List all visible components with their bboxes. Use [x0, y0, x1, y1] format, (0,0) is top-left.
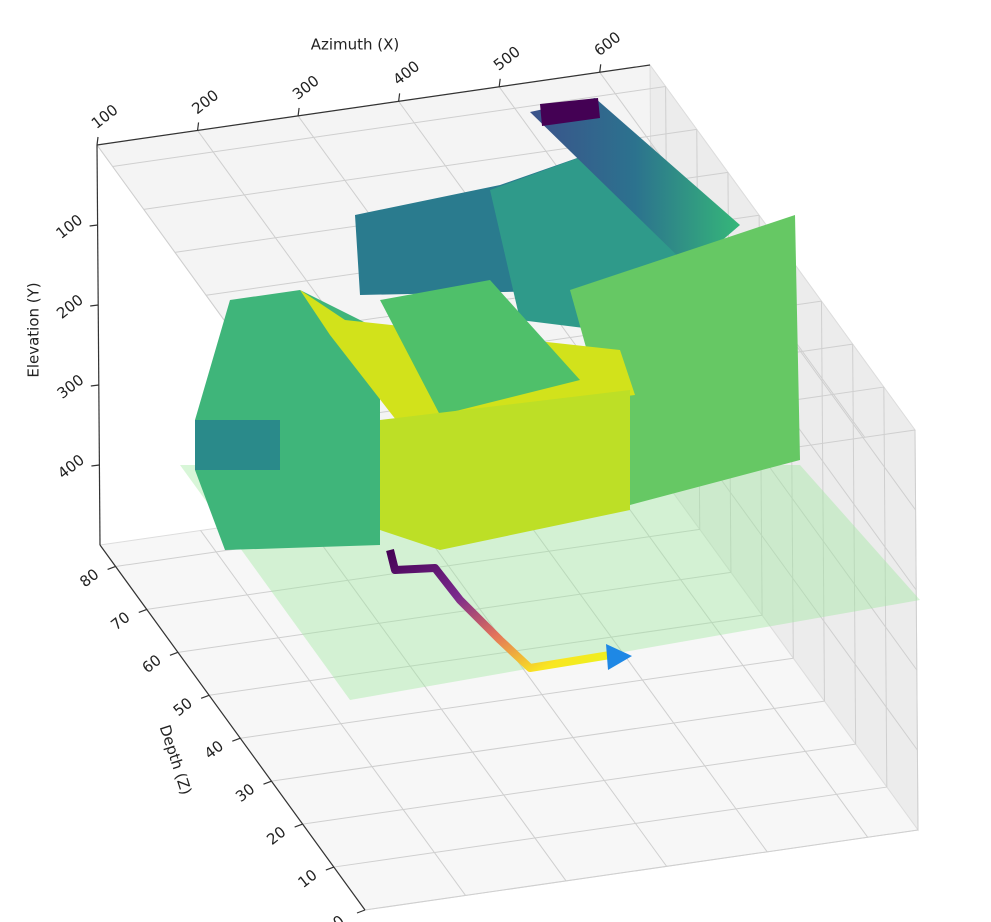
z-tick: [138, 608, 147, 613]
x-tick-label: 100: [88, 101, 122, 133]
z-axis-label: Depth (Z): [156, 723, 196, 797]
grid-line: [300, 515, 567, 882]
x-tick: [96, 136, 99, 146]
x-tick-label: 600: [591, 28, 625, 60]
grid-line: [883, 387, 888, 788]
grid-line: [501, 486, 768, 853]
z-tick: [169, 651, 179, 656]
y-tick: [91, 464, 100, 467]
z-tick-label: 50: [170, 694, 196, 720]
y-axis-label: Elevation (Y): [25, 282, 43, 377]
x-tick: [599, 64, 602, 73]
y-tick: [89, 224, 98, 227]
y-tick-label: 400: [54, 451, 88, 483]
x-tick-label: 300: [289, 72, 323, 104]
z-tick-label: 20: [263, 823, 289, 849]
z-tick-label: 80: [76, 565, 102, 591]
x-tick: [398, 93, 401, 102]
middle-top: [380, 280, 580, 415]
surface: [180, 98, 920, 700]
grid-line: [820, 301, 825, 702]
z-tick-label: 30: [232, 780, 258, 806]
y-axis-line: [96, 144, 101, 546]
z-tick-label: 70: [107, 608, 133, 634]
z-tick-label: 40: [201, 737, 227, 763]
grid-line: [914, 429, 919, 831]
grid-line: [271, 700, 825, 782]
grid-line: [209, 614, 763, 696]
z-tick-label: 0: [329, 912, 348, 922]
z-tick: [107, 565, 116, 571]
grid-line: [200, 530, 466, 896]
y-tick: [90, 384, 99, 387]
x-tick: [498, 78, 501, 87]
grid-line: [177, 571, 732, 653]
x-tick-label: 400: [390, 57, 424, 89]
z-axis-line: [99, 544, 366, 911]
striped-ridge: [530, 98, 740, 268]
grid-line: [302, 743, 856, 825]
grid-line: [364, 829, 919, 911]
x-tick-label: 200: [188, 86, 222, 118]
grid-line: [852, 344, 857, 745]
x-tick-label: 500: [490, 43, 524, 75]
y-tick-label: 300: [54, 371, 88, 403]
z-tick: [232, 737, 241, 742]
z-tick-label: 10: [294, 866, 320, 892]
left-block: [195, 290, 380, 550]
y-tick-label: 200: [53, 291, 87, 323]
left-step: [195, 420, 280, 470]
x-tick: [196, 122, 200, 131]
grid-line: [602, 471, 869, 838]
front-box: [380, 390, 630, 550]
y-tick: [90, 304, 99, 307]
grid-line: [240, 657, 794, 739]
z-tick: [325, 866, 335, 871]
z-tick: [356, 909, 366, 914]
grid-line: [112, 85, 666, 167]
grid-line: [401, 501, 668, 867]
x-axis-label: Azimuth (X): [311, 36, 400, 54]
y-tick-label: 100: [52, 211, 86, 243]
z-tick: [294, 823, 303, 828]
z-tick: [263, 780, 272, 785]
x-tick: [297, 107, 300, 116]
x-axis-line: [96, 64, 651, 146]
ridge-top: [540, 98, 600, 126]
trajectory: [386, 549, 611, 672]
z-tick: [200, 694, 210, 699]
grid-line: [333, 786, 887, 868]
z-tick-label: 60: [139, 651, 165, 677]
trajectory-arrow: [606, 644, 632, 670]
